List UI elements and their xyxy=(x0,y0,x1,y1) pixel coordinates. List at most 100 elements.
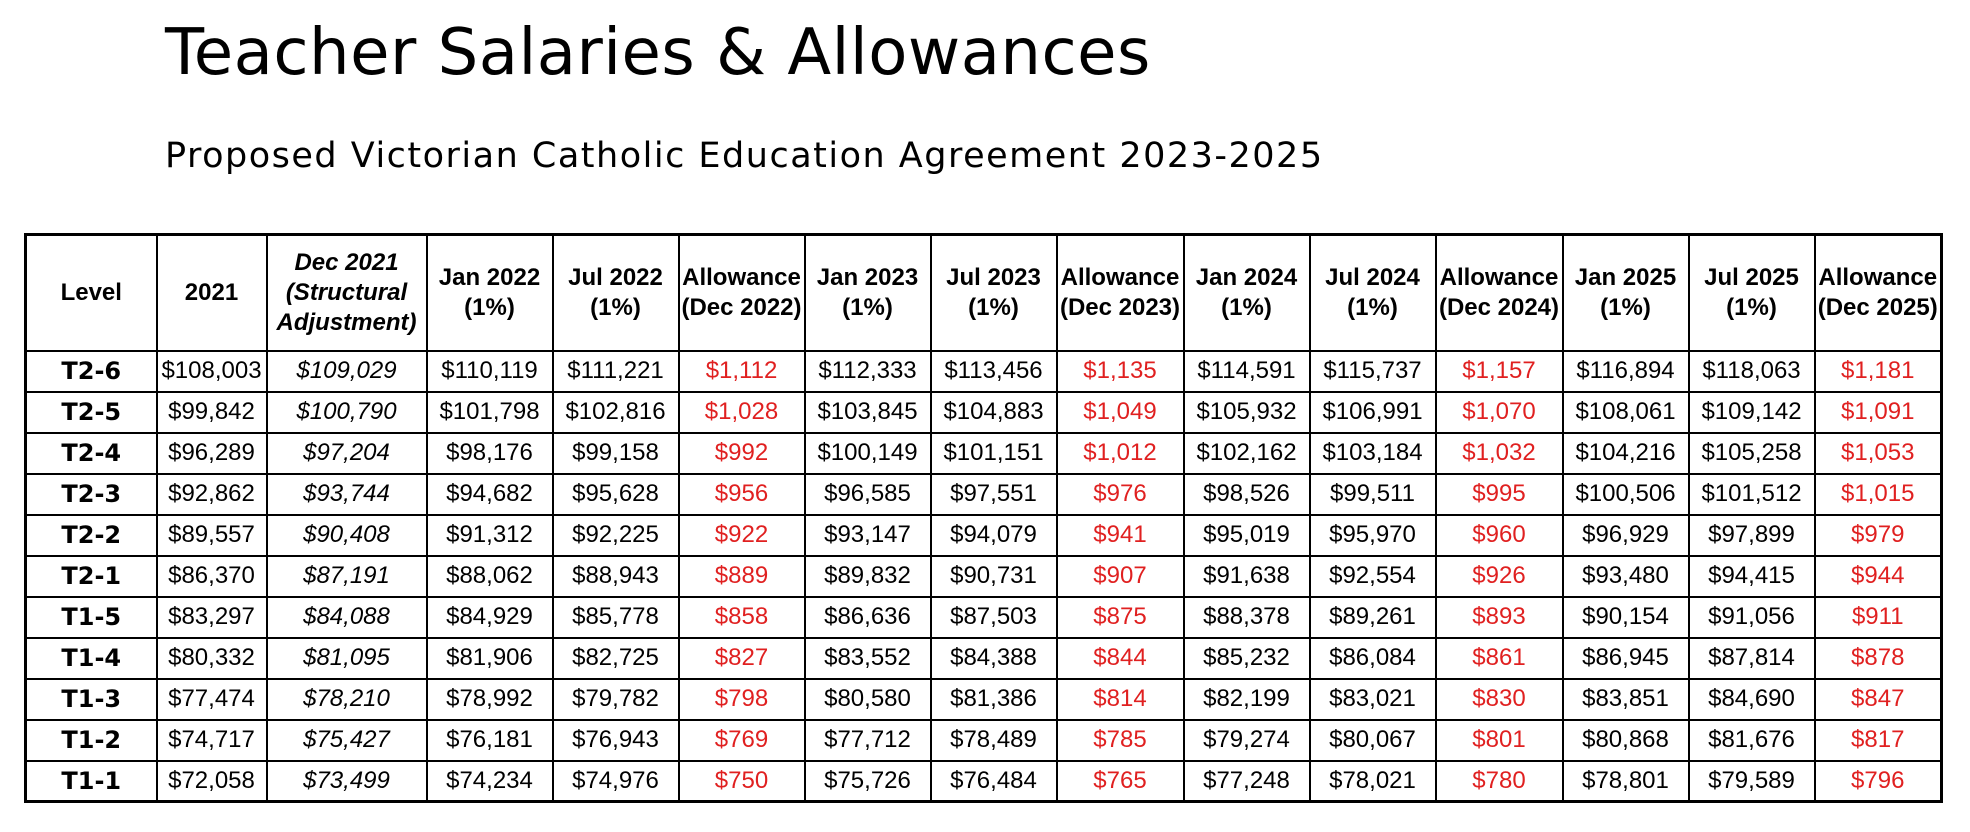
salary-cell: $104,216 xyxy=(1561,431,1690,475)
salary-cell: $83,297 xyxy=(155,595,268,639)
table-row: T2-6 $108,003 $109,029 $110,119 $111,221 $1,1… xyxy=(24,349,1943,393)
table-row: T2-5 $99,842 $100,790 $101,798 $102,816 $1,02… xyxy=(24,390,1943,434)
salary-cell: $93,480 xyxy=(1561,554,1690,598)
column-header-text: Allowance xyxy=(1060,263,1180,291)
table-row: T2-4 $96,289 $97,204 $98,176 $99,158 $992 $100… xyxy=(24,431,1943,475)
salary-cell: $86,945 xyxy=(1561,636,1690,680)
table-row: T2-3 $92,862 $93,744 $94,682 $95,628 $956 $96,… xyxy=(24,472,1943,516)
column-header-4: Jul 2022 (1%) xyxy=(551,233,680,352)
allowance-cell: $1,053 xyxy=(1813,431,1943,475)
salary-cell: $88,378 xyxy=(1182,595,1311,639)
salary-cell: $108,061 xyxy=(1561,390,1690,434)
salary-cell: $80,868 xyxy=(1561,718,1690,762)
column-header-13: Jul 2025 (1%) xyxy=(1687,233,1816,352)
column-header-text: (Structural xyxy=(285,278,408,306)
salary-cell: $95,019 xyxy=(1182,513,1311,557)
allowance-cell: $844 xyxy=(1055,636,1185,680)
salary-cell: $86,370 xyxy=(155,554,268,598)
salary-cell: $83,851 xyxy=(1561,677,1690,721)
allowance-cell: $1,012 xyxy=(1055,431,1185,475)
salary-cell: $74,976 xyxy=(551,759,680,803)
table-row: T1-1 $72,058 $73,499 $74,234 $74,976 $750 $75,… xyxy=(24,759,1943,803)
salary-cell: $86,084 xyxy=(1308,636,1437,680)
salary-cell: $88,062 xyxy=(425,554,554,598)
salary-cell: $84,388 xyxy=(929,636,1058,680)
allowance-cell: $1,181 xyxy=(1813,349,1943,393)
salary-cell: $113,456 xyxy=(929,349,1058,393)
allowance-cell: $889 xyxy=(677,554,806,598)
allowance-cell: $911 xyxy=(1813,595,1943,639)
level-cell: T1-4 xyxy=(24,636,158,680)
salary-cell: $102,162 xyxy=(1182,431,1311,475)
salary-cell: $118,063 xyxy=(1687,349,1816,393)
level-cell: T2-2 xyxy=(24,513,158,557)
column-header-12: Jan 2025 (1%) xyxy=(1561,233,1690,352)
allowance-cell: $1,015 xyxy=(1813,472,1943,516)
salary-cell: $94,682 xyxy=(425,472,554,516)
salary-cell: $97,204 xyxy=(265,431,428,475)
salary-cell: $112,333 xyxy=(803,349,932,393)
column-header-10: Jul 2024 (1%) xyxy=(1308,233,1437,352)
salary-cell: $101,151 xyxy=(929,431,1058,475)
salary-cell: $96,289 xyxy=(155,431,268,475)
column-header-text: (1%) xyxy=(968,293,1019,321)
column-header-text: Jan 2022 xyxy=(438,263,541,291)
column-header-9: Jan 2024 (1%) xyxy=(1182,233,1311,352)
column-header-text: Jan 2025 xyxy=(1574,263,1677,291)
table-header-row: Level 2021 Dec 2021 (Structural Adjustment) J… xyxy=(24,233,1943,352)
salary-cell: $81,906 xyxy=(425,636,554,680)
table-row: T1-2 $74,717 $75,427 $76,181 $76,943 $769 $77,… xyxy=(24,718,1943,762)
salary-cell: $104,883 xyxy=(929,390,1058,434)
allowance-cell: $979 xyxy=(1813,513,1943,557)
salary-cell: $87,503 xyxy=(929,595,1058,639)
salary-cell: $85,232 xyxy=(1182,636,1311,680)
column-header-text: Adjustment) xyxy=(276,308,417,336)
column-header-text: (Dec 2024) xyxy=(1438,293,1560,321)
salary-cell: $77,474 xyxy=(155,677,268,721)
salary-cell: $80,580 xyxy=(803,677,932,721)
salary-cell: $111,221 xyxy=(551,349,680,393)
salary-cell: $99,511 xyxy=(1308,472,1437,516)
salary-cell: $106,991 xyxy=(1308,390,1437,434)
allowance-cell: $801 xyxy=(1434,718,1564,762)
page-title: Teacher Salaries & Allowances xyxy=(165,16,1151,90)
column-header-5: Allowance (Dec 2022) xyxy=(677,233,806,352)
salary-cell: $103,184 xyxy=(1308,431,1437,475)
level-cell: T1-2 xyxy=(24,718,158,762)
salary-cell: $99,158 xyxy=(551,431,680,475)
level-cell: T2-4 xyxy=(24,431,158,475)
column-header-3: Jan 2022 (1%) xyxy=(425,233,554,352)
salary-cell: $82,725 xyxy=(551,636,680,680)
salary-cell: $72,058 xyxy=(155,759,268,803)
salary-cell: $108,003 xyxy=(155,349,268,393)
salary-cell: $100,149 xyxy=(803,431,932,475)
salary-cell: $99,842 xyxy=(155,390,268,434)
allowance-cell: $1,091 xyxy=(1813,390,1943,434)
salary-cell: $87,191 xyxy=(265,554,428,598)
column-header-11: Allowance (Dec 2024) xyxy=(1434,233,1564,352)
salary-cell: $96,929 xyxy=(1561,513,1690,557)
salary-cell: $78,992 xyxy=(425,677,554,721)
allowance-cell: $1,135 xyxy=(1055,349,1185,393)
salary-cell: $94,415 xyxy=(1687,554,1816,598)
allowance-cell: $995 xyxy=(1434,472,1564,516)
column-header-text: Jul 2022 xyxy=(568,263,663,291)
allowance-cell: $992 xyxy=(677,431,806,475)
allowance-cell: $976 xyxy=(1055,472,1185,516)
salary-cell: $92,225 xyxy=(551,513,680,557)
column-header-text: (1%) xyxy=(1221,293,1272,321)
page-subtitle: Proposed Victorian Catholic Education Ag… xyxy=(165,136,1324,176)
allowance-cell: $1,112 xyxy=(677,349,806,393)
allowance-cell: $765 xyxy=(1055,759,1185,803)
column-header-text: (1%) xyxy=(1600,293,1651,321)
salary-cell: $83,021 xyxy=(1308,677,1437,721)
salary-cell: $89,832 xyxy=(803,554,932,598)
allowance-cell: $830 xyxy=(1434,677,1564,721)
column-header-1: 2021 xyxy=(155,233,268,352)
allowance-cell: $814 xyxy=(1055,677,1185,721)
level-cell: T2-1 xyxy=(24,554,158,598)
salary-cell: $102,816 xyxy=(551,390,680,434)
allowance-cell: $769 xyxy=(677,718,806,762)
salary-cell: $92,862 xyxy=(155,472,268,516)
column-header-text: 2021 xyxy=(184,278,239,306)
